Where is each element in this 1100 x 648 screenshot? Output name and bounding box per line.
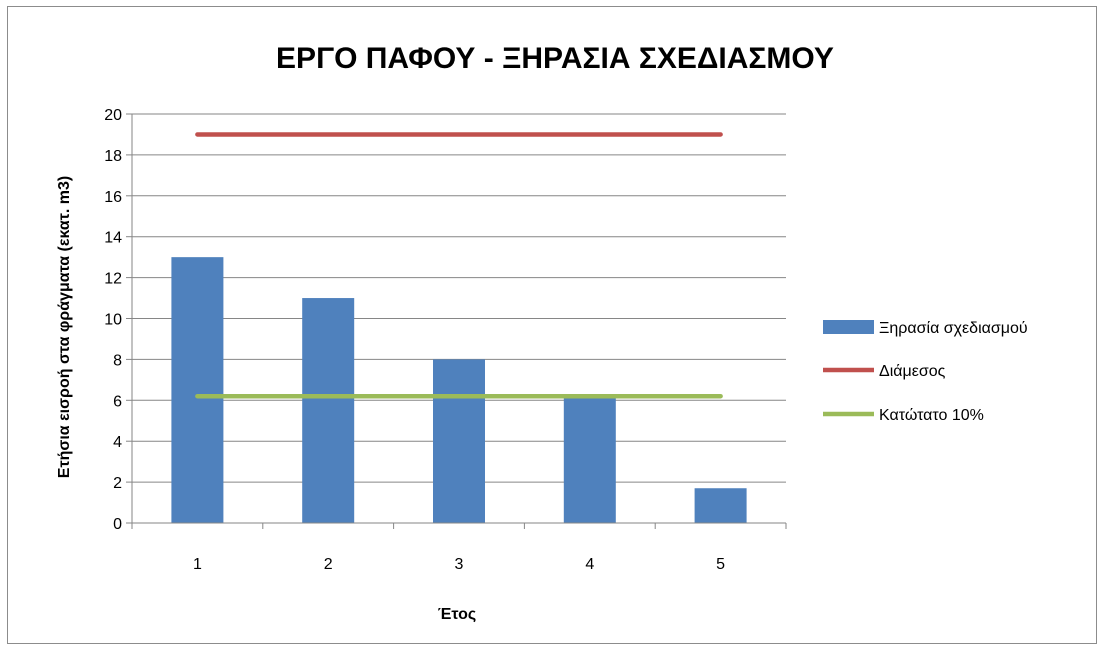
y-tick-label: 14 bbox=[104, 230, 122, 247]
line-series bbox=[195, 132, 723, 399]
axes bbox=[126, 113, 787, 529]
x-axis-label: Έτος bbox=[438, 606, 476, 623]
bar bbox=[302, 298, 355, 523]
legend-label: Διάμεσος bbox=[879, 363, 946, 380]
y-tick-label: 4 bbox=[113, 434, 122, 451]
bar bbox=[563, 394, 616, 523]
bar bbox=[433, 359, 485, 523]
x-tick-label: 3 bbox=[455, 556, 464, 573]
y-tick-label: 16 bbox=[104, 189, 122, 206]
x-tick-label: 1 bbox=[193, 556, 202, 573]
y-tick-label: 8 bbox=[113, 352, 122, 369]
y-tick-label: 12 bbox=[104, 271, 122, 288]
bar bbox=[171, 257, 224, 523]
x-tick-label: 5 bbox=[716, 556, 725, 573]
y-tick-label: 20 bbox=[104, 107, 122, 124]
y-tick-label: 2 bbox=[113, 475, 122, 492]
legend: Ξηρασία σχεδιασμού Διάμεσος Κατώτατο 10% bbox=[823, 320, 1028, 424]
legend-label: Ξηρασία σχεδιασμού bbox=[879, 320, 1028, 337]
x-tick-label: 4 bbox=[585, 556, 594, 573]
legend-swatch bbox=[823, 320, 874, 334]
x-tick-labels: 1 2 3 4 5 bbox=[193, 556, 725, 573]
y-tick-label: 6 bbox=[113, 393, 122, 410]
y-tick-labels: 0 2 4 6 8 10 12 14 16 18 20 bbox=[104, 107, 122, 533]
bar-series bbox=[171, 257, 747, 523]
y-tick-label: 18 bbox=[104, 148, 122, 165]
bar bbox=[694, 488, 747, 523]
y-tick-label: 10 bbox=[104, 312, 122, 329]
x-tick-label: 2 bbox=[324, 556, 333, 573]
y-tick-label: 0 bbox=[113, 516, 122, 533]
chart-title: ΕΡΓΟ ΠΑΦΟΥ - ΞΗΡΑΣΙΑ ΣΧΕΔΙΑΣΜΟΥ bbox=[276, 42, 834, 75]
y-axis-label: Ετήσια εισροή στα φράγματα (εκατ. m3) bbox=[56, 176, 73, 478]
legend-label: Κατώτατο 10% bbox=[879, 407, 984, 424]
